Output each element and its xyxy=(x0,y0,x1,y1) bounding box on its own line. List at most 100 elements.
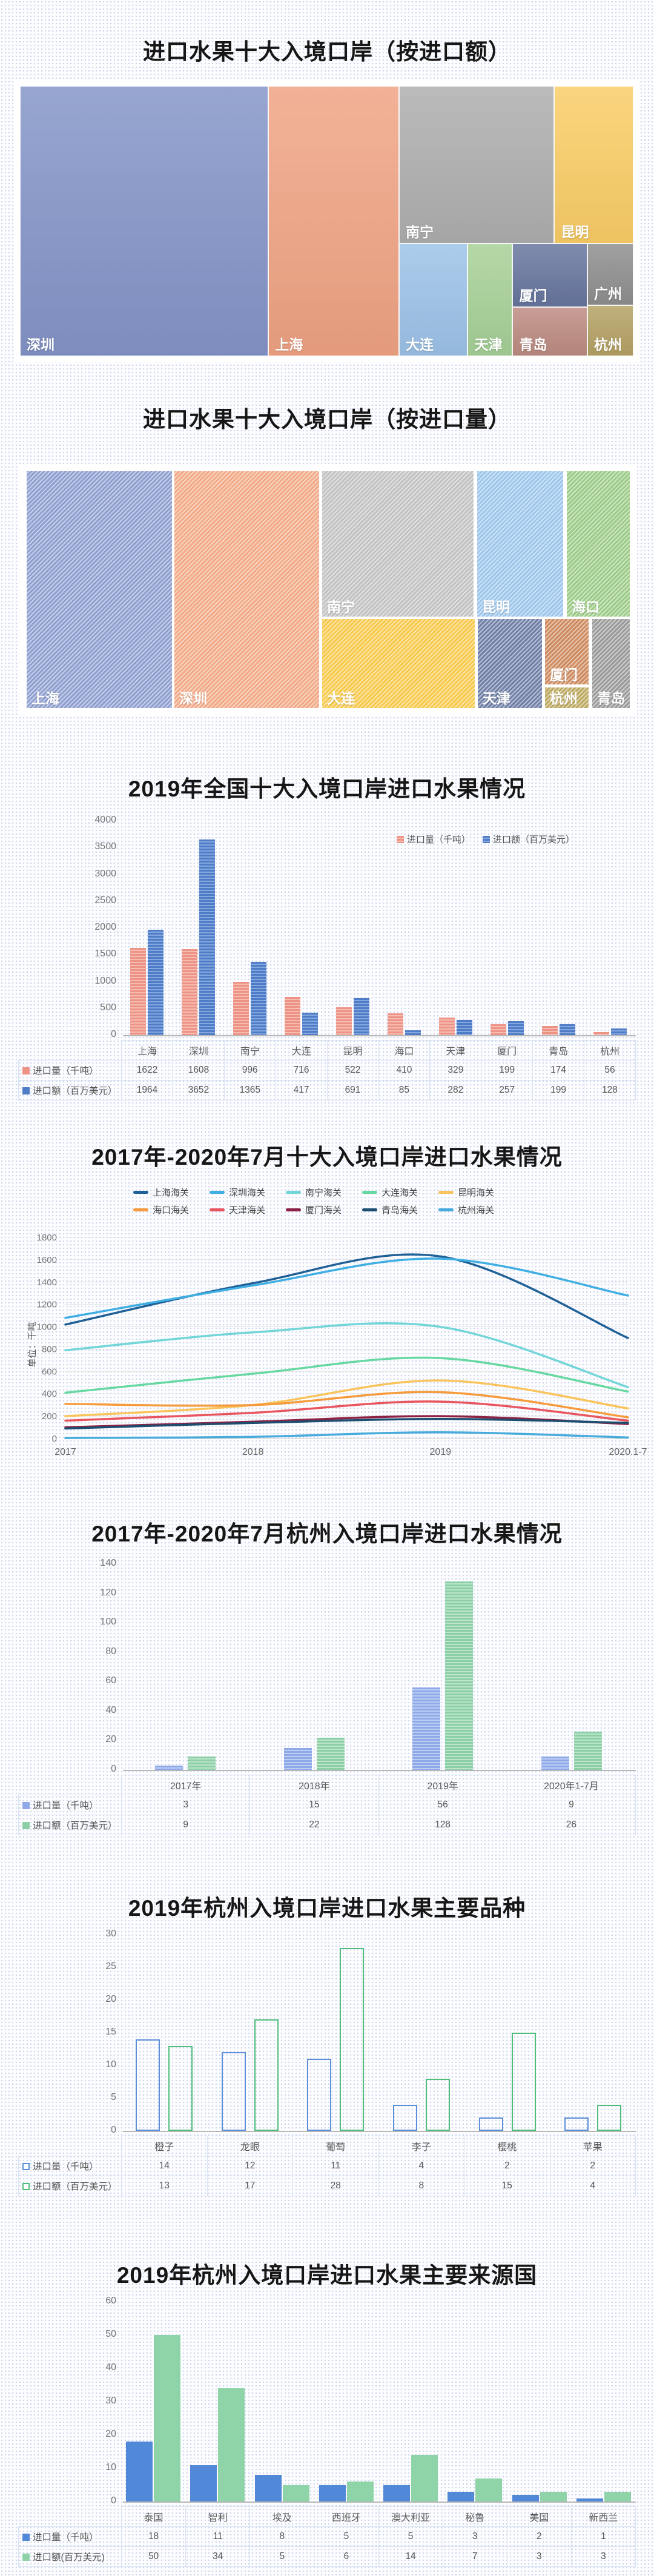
value-cell: 5 xyxy=(314,2526,379,2547)
y-tick-label: 15 xyxy=(105,2027,116,2037)
x-axis-baseline xyxy=(123,2131,636,2132)
legend-line-swatch-icon xyxy=(438,1191,454,1194)
value-cell: 3652 xyxy=(172,1080,225,1101)
category-cell: 2019年 xyxy=(378,1775,507,1795)
bar xyxy=(254,2019,279,2131)
x-axis-baseline xyxy=(123,2502,636,2503)
value-cell: 4 xyxy=(378,2156,464,2176)
treemap-tile: 昆明 xyxy=(476,470,564,618)
x-axis-baseline xyxy=(123,1035,636,1036)
bar xyxy=(597,2104,622,2131)
bar xyxy=(218,2388,245,2502)
category-cell: 天津 xyxy=(429,1040,482,1061)
table-header-row: 泰国 智利 埃及 西班牙 澳大利亚 秘鲁 美国 新西兰 xyxy=(18,2506,636,2527)
bar xyxy=(340,1947,365,2131)
line-series xyxy=(64,1379,629,1417)
bar-group xyxy=(185,2388,249,2502)
treemap-tile: 上海 xyxy=(25,470,173,709)
treemap-tile-label: 杭州 xyxy=(550,690,578,706)
category-cell: 2018年 xyxy=(249,1775,379,1795)
category-cell: 橙子 xyxy=(121,2136,208,2156)
legend-line-swatch-icon xyxy=(133,1191,148,1194)
bar xyxy=(457,1020,472,1035)
bars-area xyxy=(121,1564,636,1770)
bar-group xyxy=(250,2475,314,2502)
treemap-tile: 上海 xyxy=(268,86,400,356)
y-tick-label: 0 xyxy=(111,2125,116,2135)
treemap-tile: 广州 xyxy=(587,243,633,306)
legend-swatch-icon xyxy=(22,1087,30,1094)
bar xyxy=(383,2485,411,2502)
bar-group xyxy=(121,1757,250,1770)
bar-group xyxy=(584,1028,636,1035)
y-tick-label: 0 xyxy=(111,1764,116,1774)
data-table: 泰国 智利 埃及 西班牙 澳大利亚 秘鲁 美国 新西兰 进口量（千吨） 18 11 8 5 5 3 2 1 进口额… xyxy=(18,2506,636,2567)
bar-group xyxy=(250,1737,379,1770)
y-tick-label: 60 xyxy=(105,1675,116,1686)
category-cell: 2017年 xyxy=(121,1775,251,1795)
treemap-tile: 南宁 xyxy=(321,470,475,618)
table-row: 进口额(百万美元) 50 34 5 6 14 7 3 3 xyxy=(18,2546,636,2567)
treemap-tile-label: 广州 xyxy=(594,286,623,302)
bar xyxy=(154,2335,181,2502)
y-tick-label: 40 xyxy=(105,2362,116,2372)
value-cell: 410 xyxy=(378,1060,431,1081)
y-tick-label: 2000 xyxy=(94,922,116,932)
treemap-tile-label: 上海 xyxy=(31,690,59,706)
bar-group xyxy=(533,1024,584,1035)
y-tick-label: 200 xyxy=(42,1411,57,1422)
category-cell: 新西兰 xyxy=(570,2506,636,2527)
y-tick-label: 80 xyxy=(105,1646,116,1657)
bar-group xyxy=(550,2104,636,2131)
table-row: 进口额（百万美元） 13 17 28 8 15 4 xyxy=(18,2176,636,2196)
line-series xyxy=(64,1253,629,1339)
bar xyxy=(233,981,249,1035)
value-cell: 128 xyxy=(584,1080,636,1101)
y-tick-label: 0 xyxy=(52,1434,57,1444)
value-cell: 50 xyxy=(121,2546,187,2567)
value-cell: 15 xyxy=(464,2176,550,2196)
y-tick-label: 1800 xyxy=(37,1233,57,1243)
y-tick-label: 4000 xyxy=(94,815,116,825)
hangzhou-trend-bar-title: 2017年-2020年7月杭州入境口岸进口水果情况 xyxy=(91,1521,563,1546)
value-cell: 9 xyxy=(121,1815,251,1835)
legend-item: 海口海关 xyxy=(133,1201,210,1219)
series-label-cell: 进口额（百万美元） xyxy=(18,2176,122,2196)
legend-line-swatch-icon xyxy=(210,1208,225,1211)
treemap-by-value-title: 进口水果十大入境口岸（按进口额） xyxy=(143,39,511,64)
legend-line-swatch-icon xyxy=(438,1208,454,1211)
value-cell: 17 xyxy=(206,2176,293,2196)
y-tick-label: 600 xyxy=(42,1366,57,1377)
bar xyxy=(199,839,215,1035)
treemap-tile-label: 厦门 xyxy=(519,287,547,303)
category-cell: 美国 xyxy=(506,2506,572,2527)
category-cell: 西班牙 xyxy=(314,2506,379,2527)
y-tick-label: 3000 xyxy=(94,868,116,879)
treemap-frame: 深圳 上海 南宁 昆明 大连 天津 厦门 青岛 广州 杭州 xyxy=(20,86,633,356)
y-tick-label: 1600 xyxy=(37,1255,57,1265)
legend-swatch-icon xyxy=(483,836,490,843)
line-chart-svg: 0 200 400 600 800 1000 1200 1400 1600 1800 单位：千吨 20… xyxy=(27,1233,647,1457)
legend-item: 进口额（百万美元） xyxy=(483,833,575,846)
treemap-tile: 厦门 xyxy=(544,618,590,686)
bar xyxy=(439,1017,455,1035)
category-cell: 秘鲁 xyxy=(442,2506,507,2527)
category-cell: 海口 xyxy=(378,1040,431,1061)
x-tick-label: 2019 xyxy=(430,1447,452,1457)
bar xyxy=(593,1032,609,1035)
table-header-row: 上海 深圳 南宁 大连 昆明 海口 天津 厦门 青岛 杭州 xyxy=(18,1040,636,1061)
bar xyxy=(541,1757,569,1770)
y-tick-label: 500 xyxy=(100,1002,116,1013)
treemap-tile-label: 昆明 xyxy=(561,223,589,240)
y-tick-label: 30 xyxy=(105,2396,116,2406)
table-row: 进口额（百万美元） 1964 3652 1365 417 691 85 282 257 199 12… xyxy=(18,1080,636,1101)
value-cell: 1964 xyxy=(121,1080,173,1101)
treemap-tile-label: 昆明 xyxy=(482,598,510,615)
bar xyxy=(405,1030,421,1035)
bar xyxy=(251,962,266,1035)
bar xyxy=(254,2475,282,2502)
